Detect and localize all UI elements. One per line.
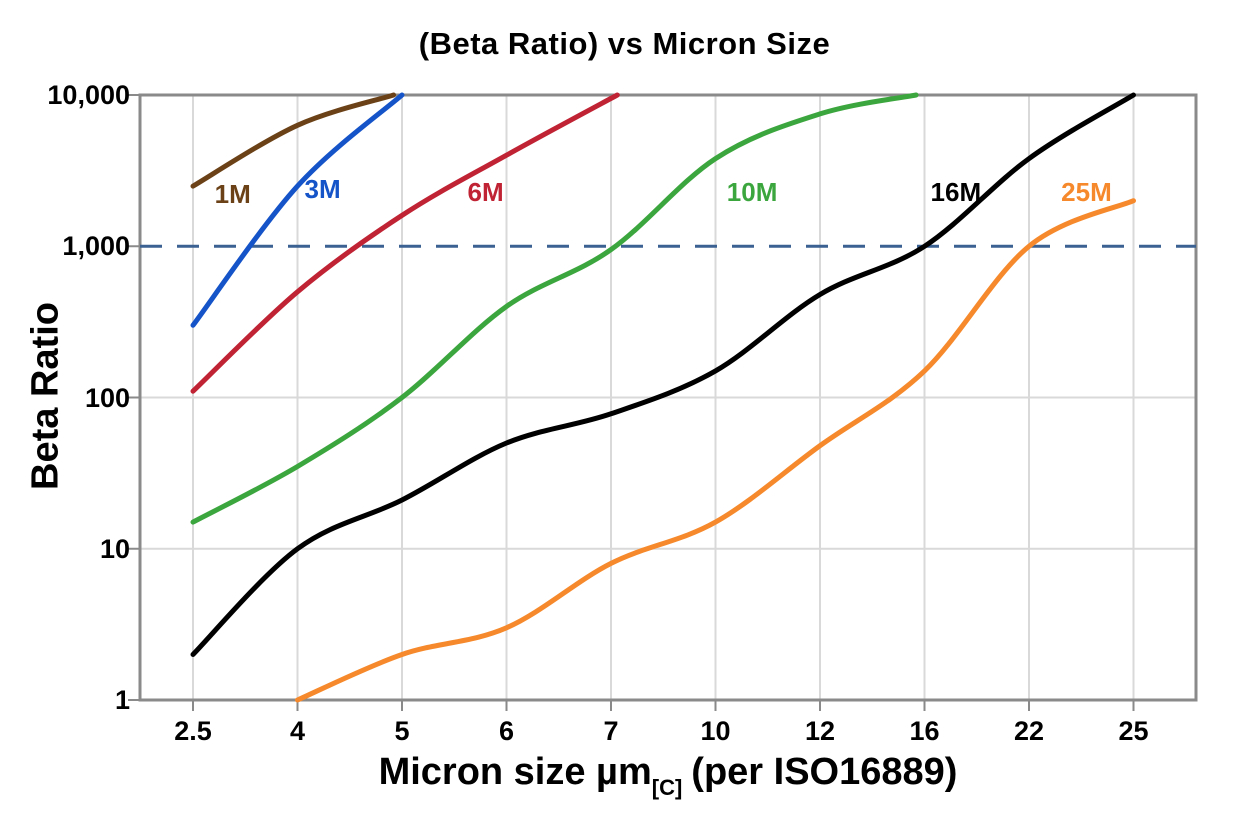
x-tick-label-25: 25 (1118, 716, 1149, 746)
series-label-6M: 6M (467, 176, 504, 207)
x-tick-label-12: 12 (804, 716, 836, 746)
y-tick-label-1: 1 (114, 685, 130, 715)
series-label-25M: 25M (1061, 176, 1112, 207)
series-line-16M (190, 92, 1136, 657)
series-line-10M (190, 92, 919, 525)
series-label-1M: 1M (214, 179, 251, 210)
series-line-6M (190, 92, 620, 394)
x-tick-label-6: 6 (498, 716, 515, 746)
y-tick-label-100: 100 (84, 382, 130, 413)
x-tick-label-2.5: 2.5 (174, 716, 212, 746)
series-line-25M (295, 198, 1136, 703)
chart-title: (Beta Ratio) vs Micron Size (418, 26, 831, 61)
x-axis-title: Micron size µm[C] (per ISO16889) (140, 751, 1196, 800)
x-tick-label-22: 22 (1013, 716, 1045, 746)
y-tick-label-1000: 1,000 (62, 231, 130, 262)
series-label-10M: 10M (726, 176, 778, 207)
y-tick-label-10000: 10,000 (47, 80, 130, 110)
x-tick-label-16: 16 (909, 716, 940, 746)
series-label-3M: 3M (304, 173, 341, 204)
y-tick-label-10: 10 (99, 533, 130, 564)
x-axis-title-subscript: [C] (651, 775, 683, 800)
x-tick-label-5: 5 (394, 716, 410, 746)
x-axis-title-main: Micron size µm (378, 751, 652, 793)
series-line-1M (190, 92, 397, 189)
x-tick-label-10: 10 (700, 716, 731, 746)
x-tick-label-4: 4 (289, 716, 306, 746)
x-tick-label-7: 7 (603, 716, 619, 746)
series-line-3M (190, 92, 405, 328)
x-axis-title-suffix: (per ISO16889) (691, 751, 958, 793)
series-label-16M: 16M (930, 176, 982, 207)
